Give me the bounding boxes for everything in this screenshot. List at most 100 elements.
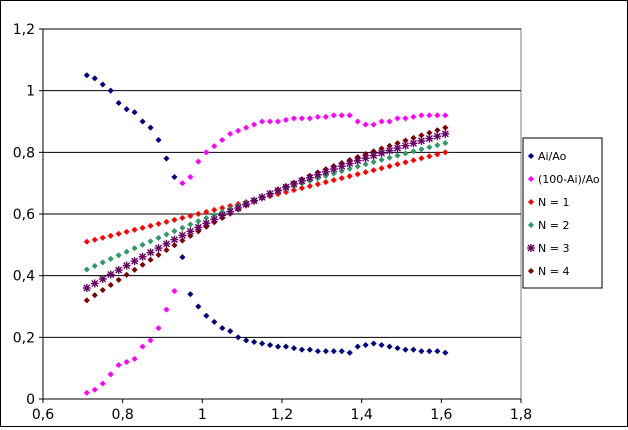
data-point	[115, 276, 122, 284]
data-point	[155, 251, 162, 259]
data-point	[107, 87, 114, 94]
data-point	[322, 113, 329, 121]
data-point	[179, 224, 186, 231]
data-point	[346, 349, 353, 356]
data-point	[434, 348, 441, 355]
series-N = 2	[83, 139, 449, 273]
data-point	[393, 144, 402, 153]
data-point	[83, 238, 90, 245]
x-tick-label: 1	[198, 407, 207, 423]
data-point	[378, 118, 385, 125]
data-point	[274, 118, 282, 125]
data-point	[123, 358, 130, 366]
data-point	[123, 271, 130, 278]
data-point	[139, 241, 146, 248]
data-point	[426, 153, 433, 160]
legend-label: Ai/Ao	[538, 150, 567, 163]
data-point	[418, 155, 425, 162]
data-point	[219, 324, 226, 332]
data-point	[163, 231, 170, 238]
data-point	[377, 149, 386, 158]
data-point	[401, 141, 410, 150]
data-point	[106, 270, 115, 279]
y-tick-label: 1,2	[13, 22, 35, 38]
data-point	[91, 75, 98, 82]
data-point	[131, 226, 138, 233]
y-tick-label: 0,6	[13, 207, 35, 223]
data-point	[370, 158, 377, 166]
legend-box	[522, 137, 603, 289]
data-point	[186, 227, 195, 236]
data-point	[378, 165, 385, 172]
series-layer	[82, 72, 450, 396]
data-point	[282, 188, 290, 196]
data-point	[195, 210, 202, 218]
data-point	[338, 175, 345, 182]
gridlines	[43, 28, 521, 338]
data-point	[378, 156, 385, 163]
data-point	[107, 232, 114, 239]
data-point	[417, 136, 426, 145]
data-point	[386, 118, 393, 125]
data-point	[235, 127, 242, 134]
data-point	[346, 165, 353, 172]
data-point	[155, 234, 162, 242]
legend-marker	[527, 244, 535, 252]
data-point	[410, 346, 417, 353]
data-point	[266, 189, 275, 198]
data-point	[258, 340, 266, 347]
x-tick-label: 1,4	[351, 407, 373, 423]
x-tick-label: 1,2	[271, 407, 293, 423]
data-point	[297, 176, 306, 185]
data-point	[131, 355, 138, 363]
data-point	[227, 328, 234, 335]
data-point	[147, 124, 154, 131]
data-point	[258, 118, 266, 125]
legend: Ai/Ao (100-Ai)/Ao N = 1 N = 2 N = 3 N = 4	[522, 137, 603, 289]
data-point	[330, 176, 337, 184]
data-point	[187, 221, 194, 228]
data-point	[91, 386, 98, 393]
data-point	[179, 180, 186, 187]
data-point	[250, 196, 259, 205]
x-ticks: 0,6 0,8 1 1,2 1,4 1,6 1,8	[32, 399, 532, 423]
data-point	[178, 231, 187, 240]
legend-marker	[527, 175, 535, 183]
data-point	[122, 261, 131, 270]
data-point	[98, 275, 107, 284]
data-point	[115, 99, 122, 107]
data-point	[115, 361, 122, 369]
data-point	[131, 109, 138, 116]
data-point	[139, 118, 146, 125]
data-point	[107, 371, 114, 378]
data-point	[171, 216, 178, 224]
data-point	[203, 312, 210, 319]
data-point	[266, 118, 274, 125]
data-point	[441, 129, 450, 138]
data-point	[314, 113, 322, 121]
data-point	[274, 186, 283, 195]
data-point	[242, 124, 250, 131]
data-point	[434, 151, 441, 158]
data-point	[179, 214, 186, 222]
data-point	[163, 246, 170, 254]
data-point	[115, 252, 122, 259]
data-point	[147, 238, 154, 245]
data-point	[195, 158, 202, 165]
data-point	[99, 234, 106, 241]
data-point	[330, 348, 337, 355]
x-tick-label: 1,8	[510, 407, 532, 423]
data-point	[402, 159, 409, 166]
data-point	[195, 303, 202, 310]
data-point	[179, 237, 186, 244]
data-point	[91, 262, 98, 270]
data-point	[321, 167, 330, 176]
data-point	[147, 256, 154, 263]
data-point	[227, 130, 234, 137]
data-point	[82, 284, 91, 292]
legend-label: N = 3	[538, 242, 569, 255]
data-point	[99, 380, 106, 387]
data-point	[306, 346, 314, 353]
data-point	[107, 281, 114, 289]
data-point	[131, 266, 138, 273]
